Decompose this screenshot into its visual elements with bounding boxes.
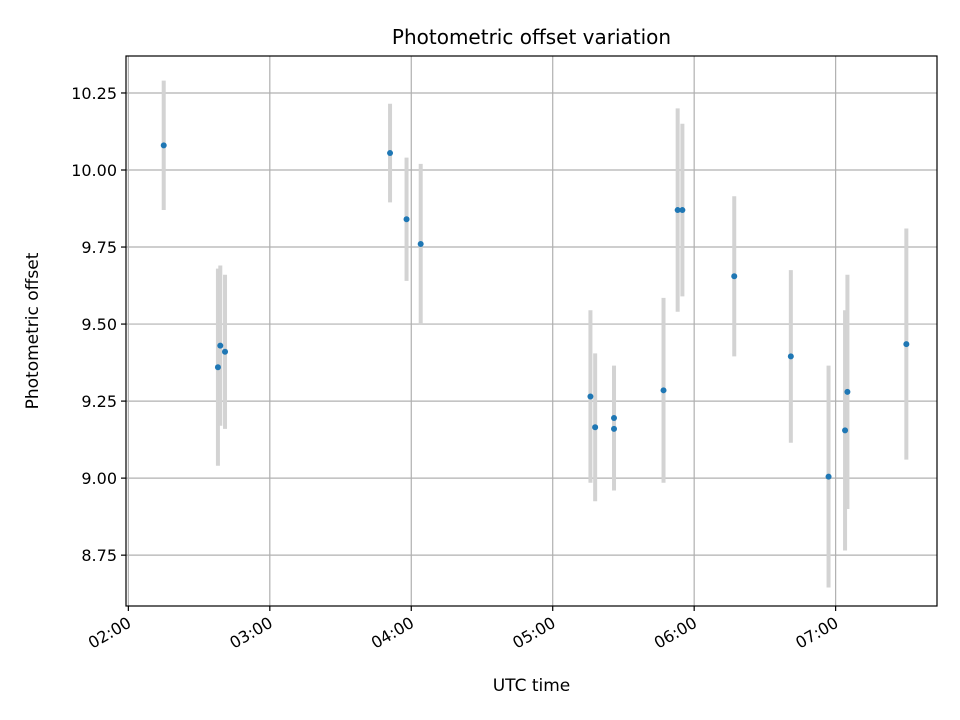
y-tick-label: 9.75 [81,238,117,257]
data-point [214,364,221,371]
grid-lines [126,56,937,606]
plot-frame [125,55,938,607]
data-point [844,388,851,395]
data-point [217,342,224,349]
data-point [731,273,738,280]
data-point [387,150,394,157]
y-axis-ticks: 8.75 9.00 9.25 9.50 9.75 10.00 10.25 [71,84,126,565]
data-point [842,427,849,434]
y-tick-label: 10.25 [71,84,117,103]
data-point [679,207,686,214]
data-point [787,353,794,360]
data-point [825,473,832,480]
data-points [160,142,910,480]
y-axis-label: Photometric offset [23,252,43,409]
data-point [417,240,424,247]
x-axis-label: UTC time [493,676,571,696]
data-point [222,348,229,355]
data-point [587,393,594,400]
chart-title: Photometric offset variation [392,25,671,49]
data-point [403,216,410,223]
data-point [611,415,618,422]
y-tick-label: 9.50 [81,315,117,334]
data-point [903,341,910,348]
data-point [592,424,599,431]
data-point [660,387,667,394]
y-tick-label: 9.25 [81,392,117,411]
y-tick-label: 9.00 [81,469,117,488]
y-tick-label: 10.00 [71,161,117,180]
data-point [160,142,167,149]
y-tick-label: 8.75 [81,546,117,565]
data-point [611,425,618,432]
data-point [674,207,681,214]
